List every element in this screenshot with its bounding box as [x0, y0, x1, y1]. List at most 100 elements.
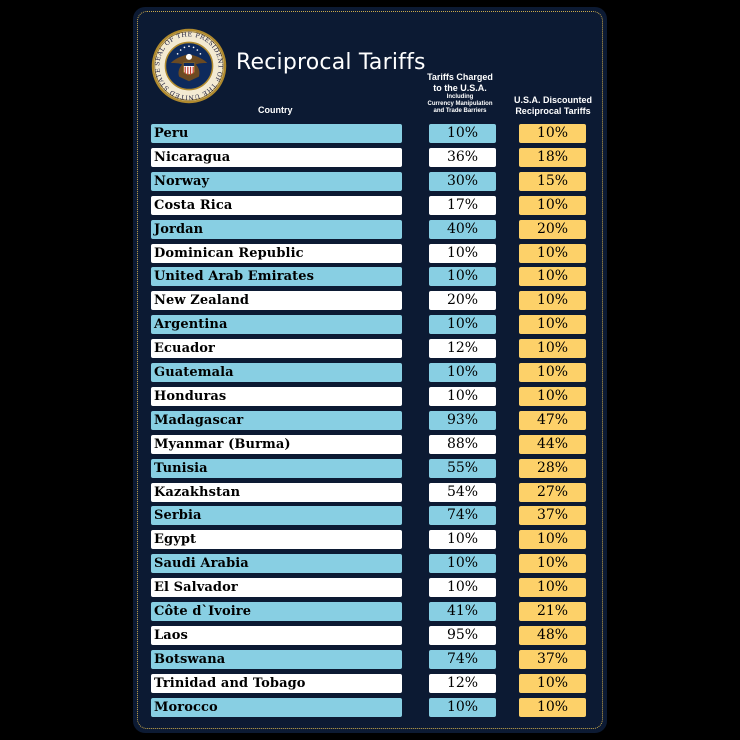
tariff-charged-cell: 88% [429, 434, 496, 454]
discounted-tariff-cell: 10% [519, 267, 586, 287]
tariff-charged-cell: 10% [429, 530, 496, 550]
tariff-charged-cell: 74% [429, 649, 496, 669]
country-cell: Honduras [151, 386, 402, 406]
table-row: New Zealand 20% 10% [0, 291, 740, 311]
tariff-charged-cell: 55% [429, 458, 496, 478]
discounted-tariff-cell: 10% [519, 530, 586, 550]
tariff-charged-cell: 20% [429, 291, 496, 311]
discounted-tariff-cell: 10% [519, 578, 586, 598]
discounted-tariff-cell: 47% [519, 410, 586, 430]
column-header-charged-subtitle: Including Currency Manipulation and Trad… [418, 94, 502, 115]
tariff-charged-cell: 10% [429, 243, 496, 263]
table-row: Jordan 40% 20% [0, 219, 740, 239]
column-header-discounted: U.S.A. Discounted Reciprocal Tariffs [507, 95, 599, 117]
discounted-tariff-cell: 21% [519, 602, 586, 621]
country-cell: Dominican Republic [151, 243, 402, 263]
tariff-charged-cell: 41% [429, 602, 496, 621]
discounted-tariff-cell: 10% [519, 124, 586, 143]
table-row: United Arab Emirates 10% 10% [0, 267, 740, 287]
discounted-tariff-cell: 10% [519, 386, 586, 406]
tariff-charged-cell: 10% [429, 124, 496, 143]
tariff-charged-cell: 40% [429, 219, 496, 239]
discounted-tariff-cell: 10% [519, 554, 586, 574]
country-cell: Nicaragua [151, 147, 402, 167]
tariff-charged-cell: 30% [429, 171, 496, 191]
table-row: Serbia 74% 37% [0, 506, 740, 526]
country-cell: El Salvador [151, 578, 402, 598]
column-header-country: Country [258, 105, 293, 115]
tariff-charged-cell: 74% [429, 506, 496, 526]
tariff-charged-cell: 12% [429, 673, 496, 693]
table-row: Peru 10% 10% [0, 124, 740, 143]
discounted-tariff-cell: 10% [519, 673, 586, 693]
country-cell: Trinidad and Tobago [151, 673, 402, 693]
discounted-tariff-cell: 28% [519, 458, 586, 478]
discounted-tariff-cell: 10% [519, 243, 586, 263]
presidential-seal-icon: SEAL OF THE PRESIDENT OF THE UNITED STAT… [151, 28, 227, 104]
table-row: Egypt 10% 10% [0, 530, 740, 550]
country-cell: Madagascar [151, 410, 402, 430]
discounted-tariff-cell: 44% [519, 434, 586, 454]
table-row: Laos 95% 48% [0, 625, 740, 645]
table-row: El Salvador 10% 10% [0, 578, 740, 598]
discounted-tariff-cell: 10% [519, 697, 586, 717]
table-row: Saudi Arabia 10% 10% [0, 554, 740, 574]
country-cell: Myanmar (Burma) [151, 434, 402, 454]
country-cell: Peru [151, 124, 402, 143]
discounted-tariff-cell: 18% [519, 147, 586, 167]
column-header-charged-line1: Tariffs Charged [427, 72, 493, 82]
discounted-tariff-cell: 37% [519, 506, 586, 526]
country-cell: Norway [151, 171, 402, 191]
tariff-charged-cell: 95% [429, 625, 496, 645]
table-row: Madagascar 93% 47% [0, 410, 740, 430]
tariff-charged-cell: 10% [429, 363, 496, 382]
country-cell: Costa Rica [151, 195, 402, 215]
table-row: Honduras 10% 10% [0, 386, 740, 406]
table-row: Norway 30% 15% [0, 171, 740, 191]
discounted-tariff-cell: 10% [519, 339, 586, 359]
country-cell: Côte d`Ivoire [151, 602, 402, 621]
table-row: Guatemala 10% 10% [0, 363, 740, 382]
table-row: Kazakhstan 54% 27% [0, 482, 740, 502]
country-cell: Guatemala [151, 363, 402, 382]
tariff-charged-cell: 10% [429, 697, 496, 717]
table-row: Ecuador 12% 10% [0, 339, 740, 359]
country-cell: Egypt [151, 530, 402, 550]
discounted-tariff-cell: 10% [519, 195, 586, 215]
discounted-tariff-cell: 20% [519, 219, 586, 239]
tariff-charged-cell: 93% [429, 410, 496, 430]
column-header-discounted-line1: U.S.A. Discounted [513, 95, 592, 105]
tariff-charged-cell: 54% [429, 482, 496, 502]
column-header-discounted-line2: Reciprocal Tariffs [515, 106, 591, 116]
country-cell: New Zealand [151, 291, 402, 311]
country-cell: Argentina [151, 315, 402, 335]
tariff-charged-cell: 10% [429, 386, 496, 406]
column-header-charged-sub2: Currency Manipulation [427, 101, 493, 107]
discounted-tariff-cell: 15% [519, 171, 586, 191]
discounted-tariff-cell: 48% [519, 625, 586, 645]
table-row: Tunisia 55% 28% [0, 458, 740, 478]
discounted-tariff-cell: 10% [519, 291, 586, 311]
country-cell: Jordan [151, 219, 402, 239]
table-row: Myanmar (Burma) 88% 44% [0, 434, 740, 454]
discounted-tariff-cell: 27% [519, 482, 586, 502]
column-header-charged-line2: to the U.S.A. [433, 83, 487, 93]
table-row: Nicaragua 36% 18% [0, 147, 740, 167]
country-cell: Tunisia [151, 458, 402, 478]
country-cell: Laos [151, 625, 402, 645]
country-cell: Saudi Arabia [151, 554, 402, 574]
tariff-charged-cell: 10% [429, 267, 496, 287]
page-title: Reciprocal Tariffs [236, 50, 426, 75]
discounted-tariff-cell: 10% [519, 363, 586, 382]
column-header-charged-sub1: Including [446, 94, 474, 100]
tariff-charged-cell: 12% [429, 339, 496, 359]
table-row: Côte d`Ivoire 41% 21% [0, 602, 740, 621]
column-header-charged: Tariffs Charged to the U.S.A. [418, 72, 502, 94]
discounted-tariff-cell: 10% [519, 315, 586, 335]
tariff-charged-cell: 10% [429, 554, 496, 574]
table-row: Dominican Republic 10% 10% [0, 243, 740, 263]
country-cell: Morocco [151, 697, 402, 717]
discounted-tariff-cell: 37% [519, 649, 586, 669]
country-cell: Serbia [151, 506, 402, 526]
tariff-charged-cell: 36% [429, 147, 496, 167]
